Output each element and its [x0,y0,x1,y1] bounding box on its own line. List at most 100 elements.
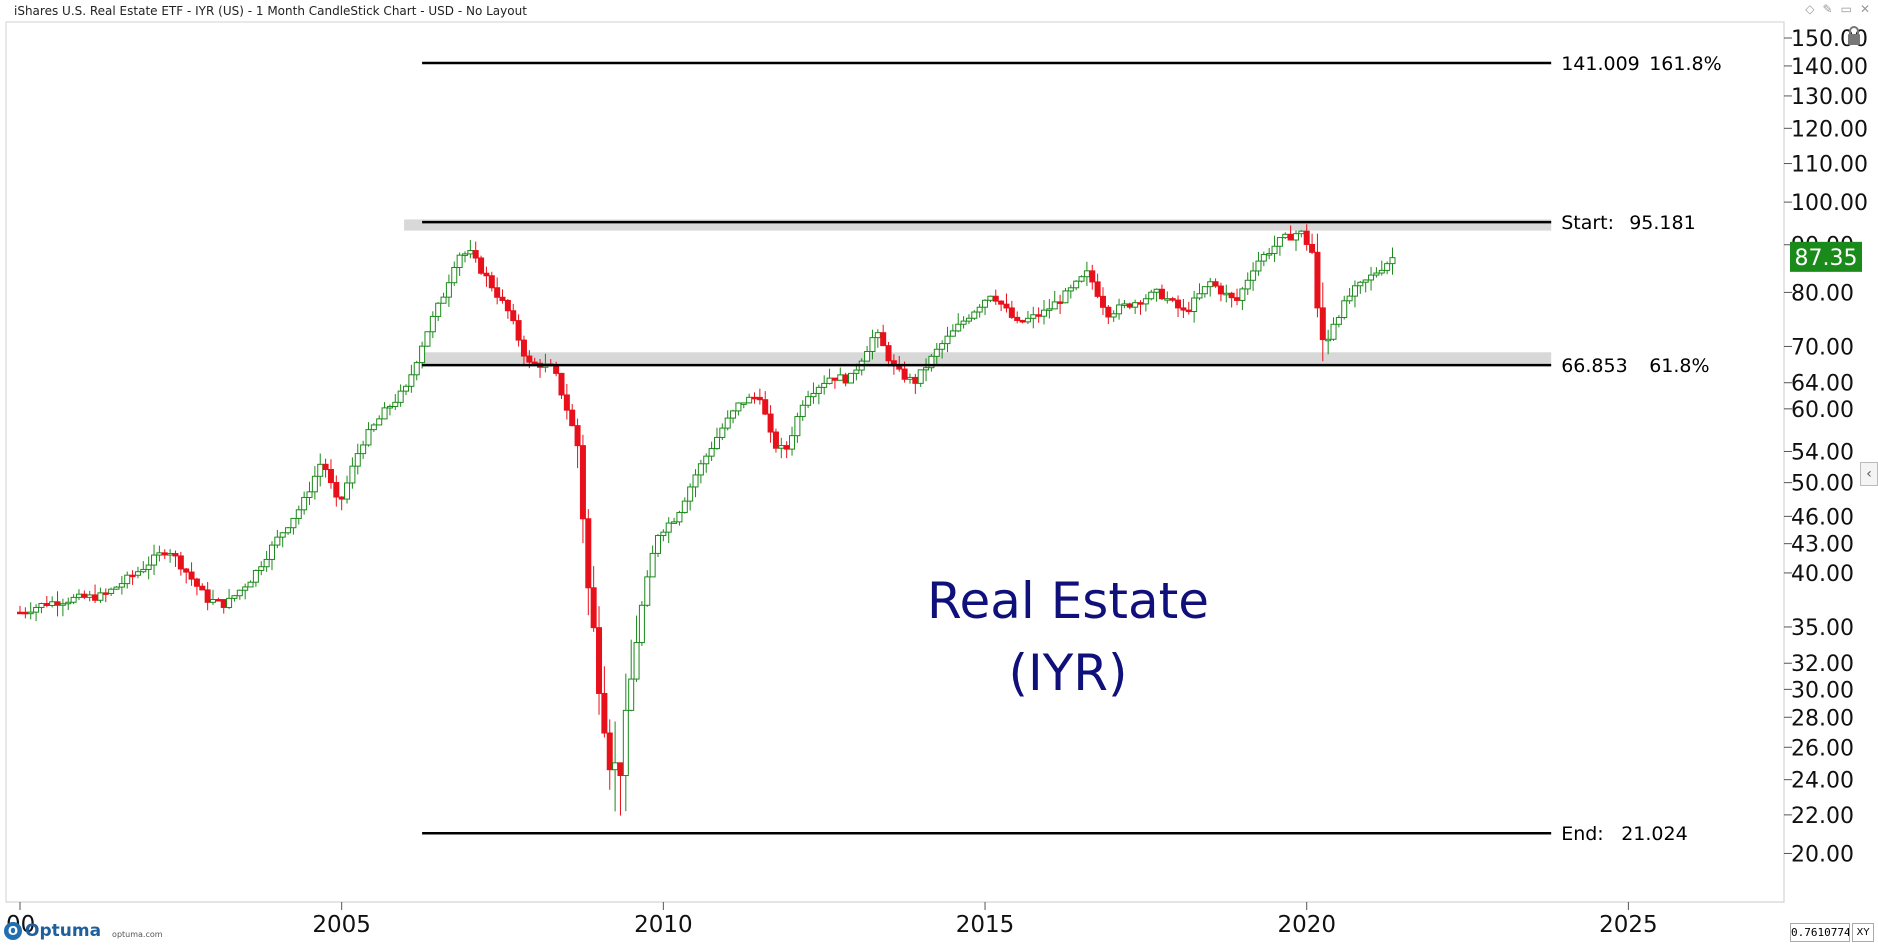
candle-up [1298,230,1305,235]
candle-up [435,302,442,317]
candle-up [354,453,361,467]
chevron-left-icon[interactable]: ‹ [1860,462,1878,486]
candle-down [204,589,211,603]
candle-down [322,463,329,470]
candle-up [151,554,158,566]
plot-frame [5,21,1785,903]
diamond-icon[interactable]: ◇ [1805,2,1815,16]
y-tick-label: 30.00 [1791,678,1854,703]
y-tick-label: 60.00 [1791,398,1854,423]
candle-down [172,553,179,557]
pin-icon[interactable]: ✎ [1822,2,1833,16]
xy-toggle-button[interactable]: XY [1852,923,1874,942]
candle-up [134,571,141,576]
candle-up [467,250,474,255]
lock-icon[interactable] [1846,26,1862,46]
candle-up [719,427,726,438]
candle-down [193,578,200,587]
fib-level-ratio: 161.8% [1649,53,1721,75]
y-tick-label: 64.00 [1791,372,1854,397]
candle-up [654,535,661,554]
candle-up [263,558,270,568]
candle-up [805,396,812,406]
candle-up [408,374,415,387]
candle-up [676,511,683,523]
candle-down [1099,295,1106,308]
candle-down [1234,297,1241,301]
candle-down [92,594,99,601]
candle-up [311,475,318,493]
candle-down [762,399,769,415]
candle-up [649,552,656,578]
y-tick-label: 32.00 [1791,652,1854,677]
fib-level-ratio: 61.8% [1649,355,1709,377]
candle-up [681,500,688,513]
candle-down [606,732,613,771]
candle-up [1116,304,1123,315]
candle-up [1073,280,1080,289]
candle-up [660,531,667,537]
candle-down [1287,233,1294,241]
fib-level-value: 21.024 [1621,823,1687,845]
candle-down [1158,288,1165,300]
candle-up [692,474,699,488]
candle-up [821,382,828,388]
candle-up [1046,308,1053,311]
candle-up [268,544,275,560]
candle-up [1153,288,1160,293]
fib-level-value: 95.181 [1629,212,1695,234]
candle-up [461,253,468,256]
candle-down [1019,319,1026,323]
brand-name: Optuma [25,921,102,941]
y-tick-label: 110.00 [1791,153,1868,178]
candle-down [1212,281,1219,287]
candle-down [756,396,763,401]
candle-up [1325,338,1332,342]
candle-up [665,522,672,533]
candle-up [226,597,233,608]
candle-up [730,410,737,419]
candle-up [140,568,147,573]
candle-down [1057,301,1064,304]
fib-level-label: End: [1561,823,1604,845]
candle-up [386,405,393,409]
candle-up [971,311,978,319]
candle-up [917,369,924,384]
candle-down [199,585,206,591]
candle-up [955,323,962,332]
candle-up [27,611,34,615]
candle-up [1148,291,1155,300]
candle-down [831,377,838,381]
candle-up [295,509,302,519]
candle-down [520,339,527,357]
x-tick-label: 2020 [1277,912,1336,938]
candle-down [515,320,522,341]
candle-up [1292,233,1299,241]
candle-up [671,521,678,524]
candle-up [1051,301,1058,310]
candle-up [778,445,785,449]
candle-down [161,552,168,556]
scale-value-field[interactable]: 0.7610774 [1790,923,1850,942]
candle-up [724,417,731,429]
candle-up [108,588,115,594]
candle-down [553,365,560,374]
candle-up [965,317,972,322]
candle-down [215,599,222,602]
y-tick-label: 26.00 [1791,736,1854,761]
candle-down [596,627,603,694]
candle-up [1207,281,1214,288]
candle-up [1121,303,1128,306]
candle-down [767,413,774,433]
candle-down [177,555,184,570]
close-icon[interactable]: ✕ [1859,2,1870,16]
candle-down [1185,309,1192,313]
candle-up [735,402,742,412]
fib-lines[interactable]: 141.009 161.8% Start: 95.181 66.853 61.8% End:… [422,53,1722,845]
y-tick-label: 40.00 [1791,562,1854,587]
restore-icon[interactable]: ▭ [1840,2,1852,16]
window-controls[interactable]: ◇ ✎ ▭ ✕ [1805,2,1870,16]
candle-down [1003,303,1010,309]
fib-level-label: 141.009 [1561,53,1640,75]
